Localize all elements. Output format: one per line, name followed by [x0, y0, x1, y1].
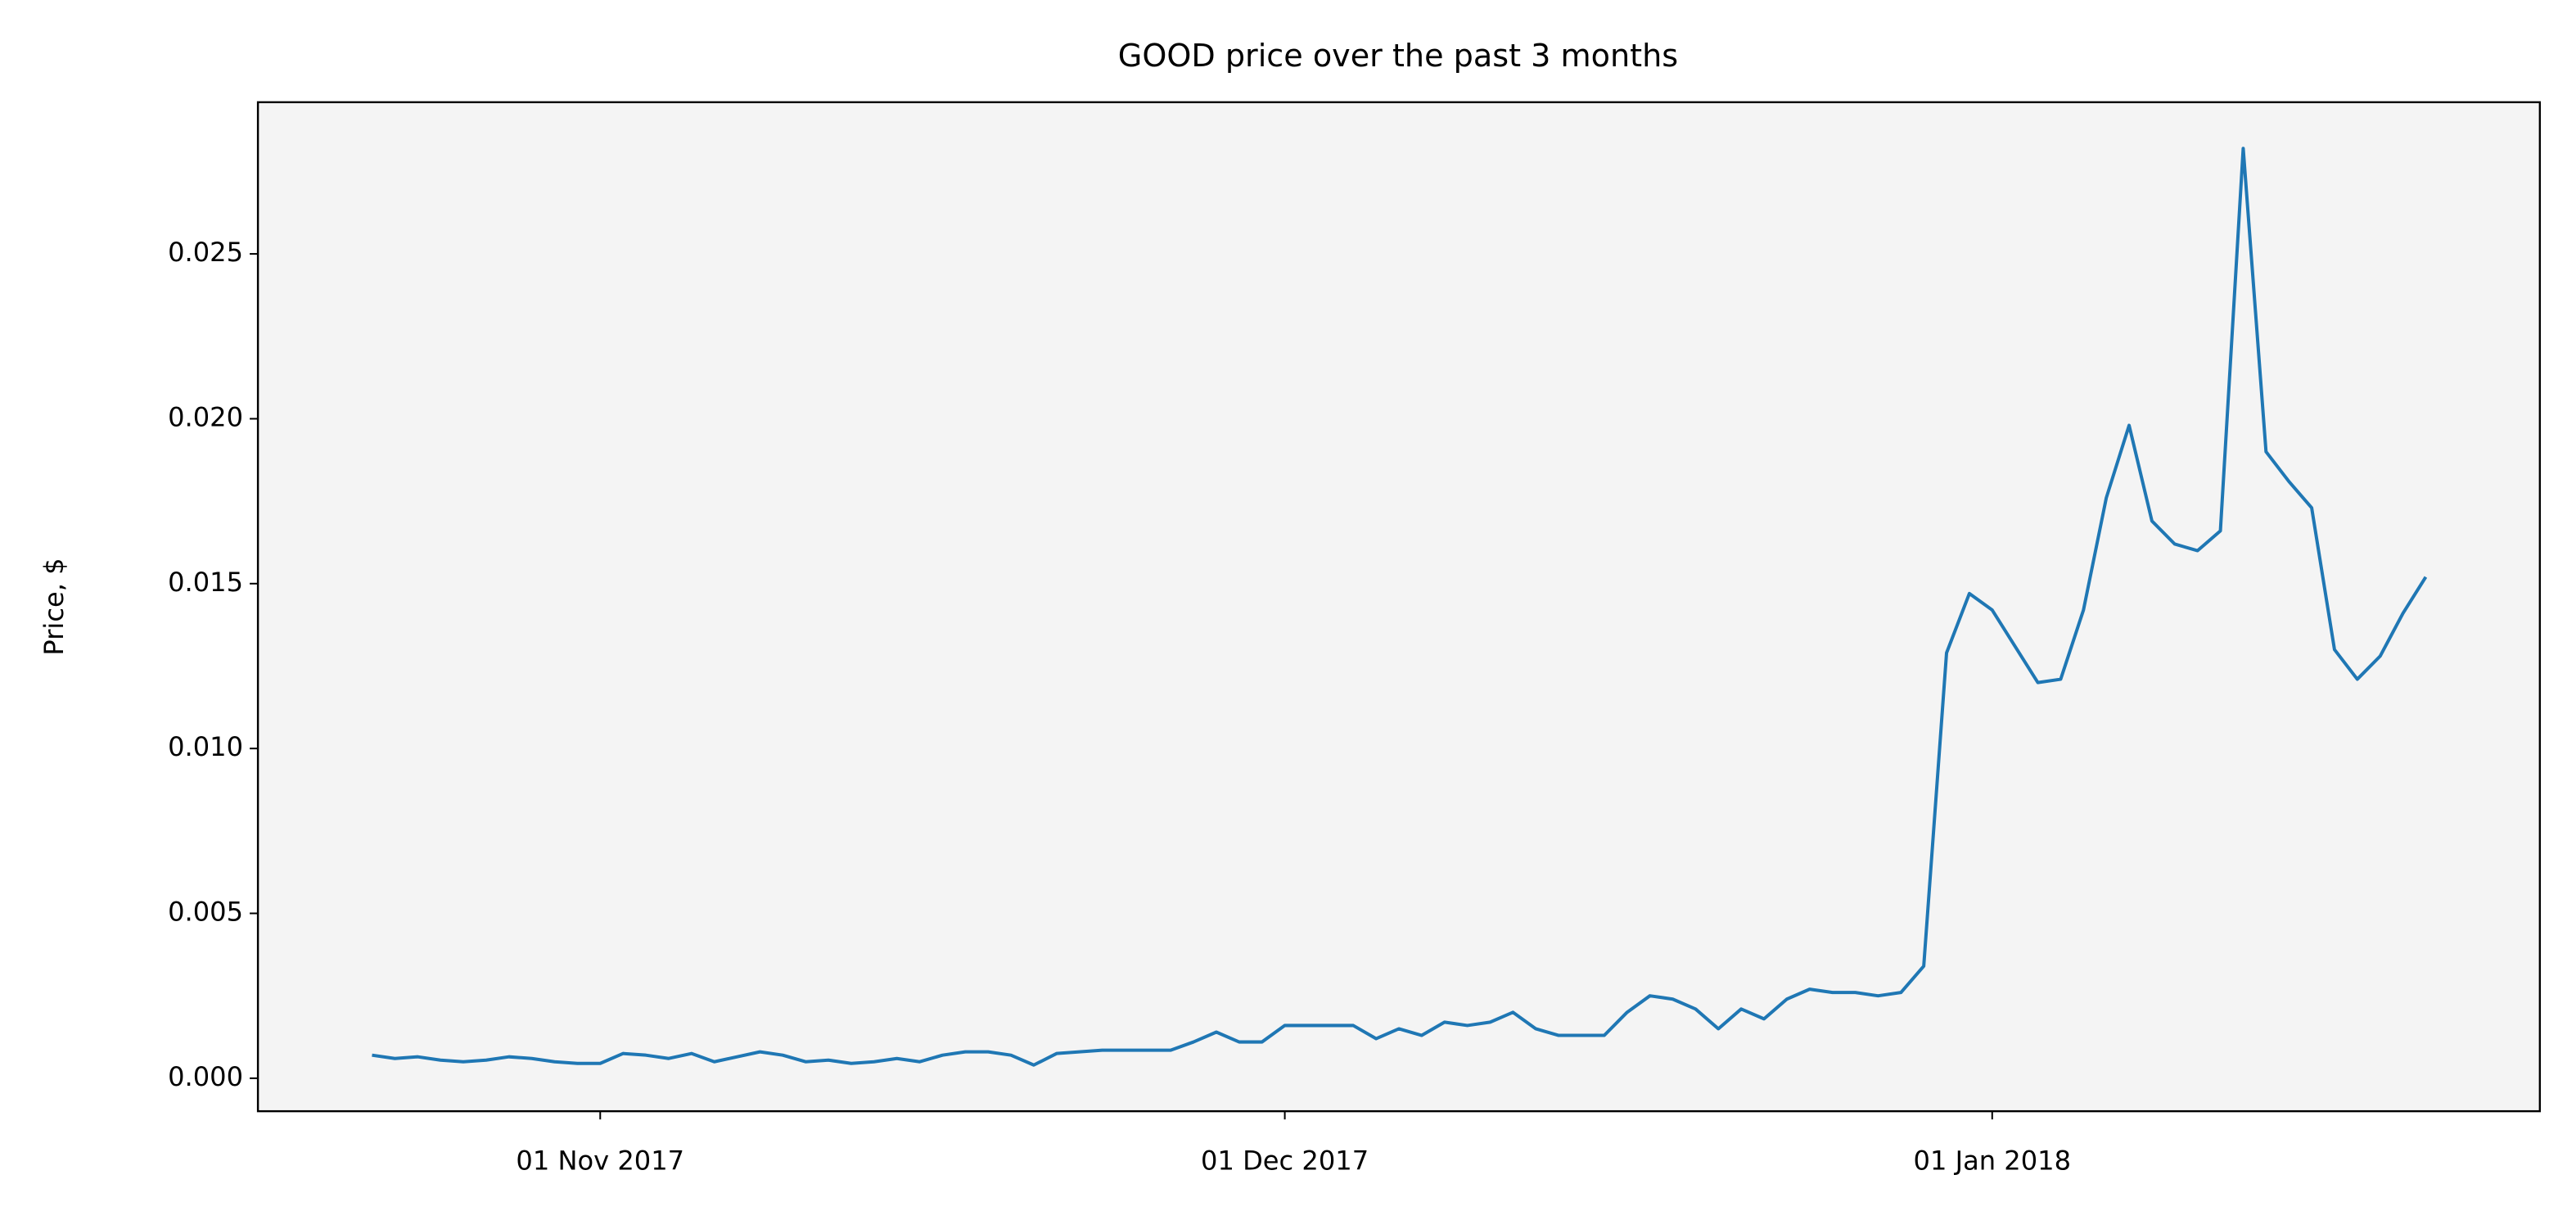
- y-tick-label: 0.010: [168, 731, 243, 762]
- y-axis-label: Price, $: [38, 558, 70, 655]
- x-tick-label: 01 Nov 2017: [516, 1145, 684, 1176]
- y-tick-label: 0.020: [168, 401, 243, 432]
- y-tick-label: 0.000: [168, 1061, 243, 1092]
- price-line: [372, 147, 2428, 1067]
- plot-background: [258, 102, 2540, 1112]
- y-tick-label: 0.025: [168, 237, 243, 268]
- x-tick-label: 01 Jan 2018: [1914, 1145, 2071, 1176]
- x-tick-label: 01 Dec 2017: [1201, 1145, 1369, 1176]
- chart-title: GOOD price over the past 3 months: [1118, 38, 1678, 74]
- y-tick-label: 0.015: [168, 567, 243, 598]
- y-tick-label: 0.005: [168, 897, 243, 928]
- plot-frame: [256, 101, 2542, 1113]
